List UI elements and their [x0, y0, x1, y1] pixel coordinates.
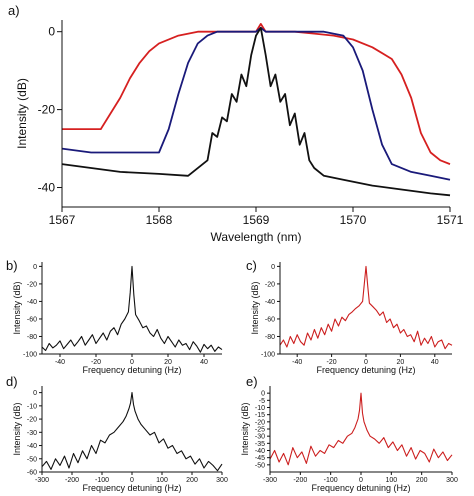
- y-axis-label: Intensity (dB): [240, 402, 250, 455]
- y-tick-label: 0: [261, 391, 265, 398]
- y-tick-label: -80: [27, 334, 37, 341]
- x-tick-label: 1568: [146, 213, 173, 227]
- y-tick-label: 0: [271, 264, 275, 271]
- x-tick-label: -200: [65, 477, 79, 484]
- series-line-2: [61, 26, 451, 181]
- y-tick-label: -10: [255, 405, 265, 412]
- y-tick-label: -20: [38, 103, 56, 117]
- y-tick-label: -100: [261, 352, 275, 359]
- x-tick-label: 0: [359, 477, 363, 484]
- x-axis-label: Frequency detuning (Hz): [316, 365, 415, 375]
- x-tick-label: 100: [156, 477, 168, 484]
- series-line-1: [62, 22, 451, 165]
- x-tick-label: 200: [186, 477, 198, 484]
- y-tick-label: -60: [265, 316, 275, 323]
- y-tick-label: -40: [38, 181, 56, 195]
- x-tick-label: 0: [130, 359, 134, 366]
- y-tick-label: -20: [27, 417, 37, 424]
- y-axis-label: Intensity (dB): [12, 402, 22, 455]
- chart-panel-3: c) -40 -20 0 20 40 0 -20 -40 -60 -80 -100 Frequency …: [246, 258, 453, 375]
- y-tick-label: 0: [48, 25, 55, 39]
- y-tick-label: -35: [255, 441, 265, 448]
- x-tick-label: 40: [431, 359, 439, 366]
- y-axis-label: Intensity (dB): [250, 281, 260, 334]
- y-tick-label: -40: [265, 299, 275, 306]
- series-line-3: [61, 26, 451, 197]
- x-tick-label: 1571: [437, 213, 464, 227]
- y-tick-label: -60: [27, 316, 37, 323]
- x-tick-label: 300: [446, 477, 458, 484]
- x-tick-label: -200: [293, 477, 307, 484]
- x-tick-label: -40: [55, 359, 65, 366]
- chart-panel-4: d) -300 -200 -100 0 100 200 300 0 -10 -20 -30 -40 -50…: [6, 374, 228, 493]
- y-tick-label: -100: [23, 352, 37, 359]
- x-axis-label: Wavelength (nm): [211, 230, 302, 244]
- x-tick-label: 20: [164, 359, 172, 366]
- panel-letter: c): [246, 258, 257, 273]
- x-tick-label: 0: [364, 359, 368, 366]
- series-line-1: [41, 392, 223, 472]
- y-tick-label: -10: [27, 403, 37, 410]
- x-tick-label: 1570: [340, 213, 367, 227]
- x-tick-label: -100: [324, 477, 338, 484]
- y-axis-label: Intensity (dB): [15, 78, 29, 149]
- x-tick-label: -300: [263, 477, 277, 484]
- y-tick-label: -40: [27, 299, 37, 306]
- x-tick-label: 100: [385, 477, 397, 484]
- panel-letter: e): [246, 374, 258, 389]
- y-tick-label: -40: [27, 443, 37, 450]
- y-tick-label: -50: [255, 462, 265, 469]
- chart-panel-2: b) -40 -20 0 20 40 0 -20 -40 -60 -80 -100 Frequency …: [6, 258, 223, 375]
- panel-letter: d): [6, 374, 18, 389]
- y-tick-label: -45: [255, 455, 265, 462]
- y-axis-label: Intensity (dB): [12, 281, 22, 334]
- x-tick-label: -20: [327, 359, 337, 366]
- y-tick-label: -60: [27, 470, 37, 477]
- y-tick-label: -30: [27, 430, 37, 437]
- x-tick-label: 1569: [243, 213, 270, 227]
- series-line-1: [279, 265, 453, 350]
- x-tick-label: -20: [91, 359, 101, 366]
- y-tick-label: -20: [27, 281, 37, 288]
- series-line-1: [269, 392, 453, 466]
- y-tick-label: -25: [255, 427, 265, 434]
- x-tick-label: 40: [200, 359, 208, 366]
- x-tick-label: 20: [397, 359, 405, 366]
- y-tick-label: -80: [265, 334, 275, 341]
- x-tick-label: -300: [35, 477, 49, 484]
- x-tick-label: -100: [95, 477, 109, 484]
- chart-panel-1: a) 1567 1568 1569 1570 1571 0 -20 -40 Wavelength …: [8, 3, 464, 244]
- y-tick-label: -5: [259, 398, 265, 405]
- x-axis-label: Frequency detuning (Hz): [82, 483, 181, 493]
- y-tick-label: -50: [27, 456, 37, 463]
- y-tick-label: -20: [265, 281, 275, 288]
- x-axis-label: Frequency detuning (Hz): [311, 483, 410, 493]
- series-line-1: [41, 265, 223, 353]
- x-tick-label: 0: [130, 477, 134, 484]
- y-tick-label: 0: [33, 390, 37, 397]
- panel-letter: b): [6, 258, 18, 273]
- x-axis-label: Frequency detuning (Hz): [82, 365, 181, 375]
- y-tick-label: -30: [255, 434, 265, 441]
- chart-panel-5: e)-300 -200 -100 0 100 200 3000-5-10-15-20-25-…: [240, 374, 458, 493]
- x-tick-label: 300: [216, 477, 228, 484]
- x-tick-label: 200: [416, 477, 428, 484]
- y-tick-label: -15: [255, 412, 265, 419]
- y-tick-label: 0: [33, 264, 37, 271]
- y-tick-label: -20: [255, 419, 265, 426]
- x-tick-label: -40: [292, 359, 302, 366]
- x-tick-label: 1567: [49, 213, 76, 227]
- y-tick-label: -40: [255, 448, 265, 455]
- panel-letter: a): [8, 3, 20, 18]
